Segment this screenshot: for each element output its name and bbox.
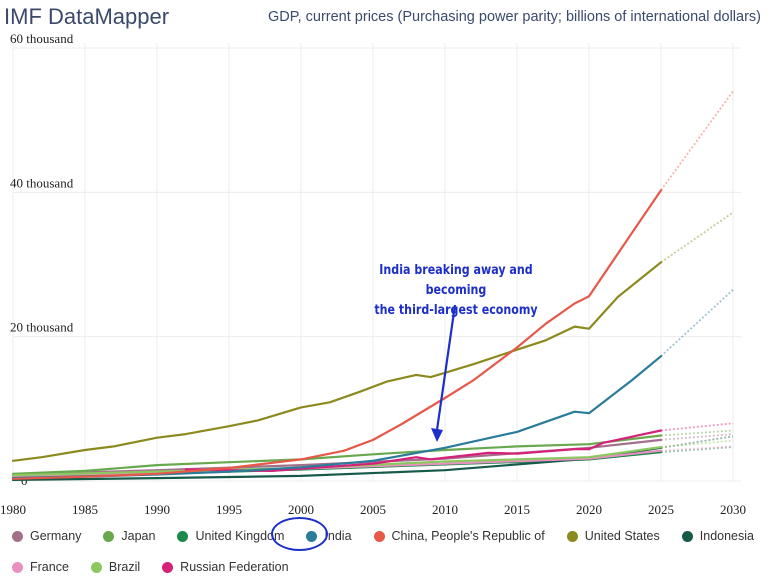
series-projection-japan — [660, 429, 734, 437]
annotation-line-1: India breaking away and becoming — [379, 262, 533, 298]
legend-item-japan[interactable]: Japan — [103, 529, 155, 543]
x-tick-label-2010: 2010 — [432, 502, 458, 517]
x-tick-label-1980: 1980 — [0, 502, 26, 517]
legend-item-indonesia[interactable]: Indonesia — [681, 529, 754, 543]
grid-lines — [12, 43, 741, 482]
legend-row-2: France Brazil Russian Federation — [12, 557, 311, 577]
legend-swatch — [681, 530, 693, 542]
series-line-united-states — [11, 261, 663, 462]
x-tick-label-2005: 2005 — [360, 502, 386, 517]
legend-label: Indonesia — [699, 529, 754, 543]
legend-label: France — [30, 560, 69, 574]
annotation-text: India breaking away and becoming the thi… — [358, 260, 555, 320]
legend-item-france[interactable]: France — [12, 560, 69, 574]
series-line-japan — [11, 434, 663, 475]
legend-label: Germany — [30, 529, 82, 543]
x-tick-label-1985: 1985 — [72, 502, 98, 517]
series-projection-united-kingdom — [660, 446, 734, 453]
legend-swatch — [12, 561, 23, 573]
legend-label: Brazil — [108, 560, 141, 574]
legend-label: India — [324, 529, 352, 543]
x-tick-label-2020: 2020 — [576, 502, 602, 517]
india-highlight-circle — [271, 517, 328, 551]
series-lines — [11, 90, 734, 481]
series-line-russian-federation — [184, 429, 663, 472]
series-projection-india — [660, 289, 734, 357]
x-axis-labels: 1980 1985 1990 1995 2000 2005 2010 2015 2020 2025… — [0, 502, 746, 517]
legend-label: Japan — [121, 529, 156, 543]
legend-label: United Kingdom — [195, 529, 285, 543]
x-tick-label-2030: 2030 — [720, 502, 746, 517]
legend-item-germany[interactable]: Germany — [12, 529, 81, 543]
legend-label: Russian Federation — [180, 560, 289, 574]
legend-swatch — [566, 530, 578, 542]
legend-row-1: Germany Japan United Kingdom India China, Pe… — [12, 526, 769, 546]
legend-item-china-people-s-republic-of[interactable]: China, People's Republic of — [373, 529, 545, 543]
x-tick-label-1995: 1995 — [216, 502, 242, 517]
series-projection-united-states — [660, 211, 734, 264]
legend-swatch — [103, 530, 115, 542]
legend-swatch — [177, 530, 189, 542]
legend-label: China, People's Republic of — [391, 529, 545, 543]
series-line-china-people-s-republic-of — [11, 189, 663, 480]
legend-item-united-states[interactable]: United States — [566, 529, 660, 543]
y-tick-label: 60 thousand — [10, 31, 74, 46]
x-tick-label-2015: 2015 — [504, 502, 530, 517]
legend-item-brazil[interactable]: Brazil — [90, 560, 141, 574]
legend-swatch — [162, 561, 174, 573]
y-tick-label: 20 thousand — [10, 320, 74, 335]
annotation-arrow — [431, 304, 457, 442]
legend-item-russian-federation[interactable]: Russian Federation — [162, 560, 289, 574]
legend-item-united-kingdom[interactable]: United Kingdom — [177, 529, 284, 543]
series-projection-russian-federation — [660, 422, 734, 432]
x-tick-label-1990: 1990 — [144, 502, 170, 517]
annotation-line-2: the third-largest economy — [374, 302, 538, 318]
y-tick-label: 40 thousand — [10, 175, 74, 190]
series-projection-germany — [660, 433, 734, 441]
legend-swatch — [12, 530, 23, 542]
series-projection-indonesia — [660, 435, 734, 449]
series-projection-china-people-s-republic-of — [660, 90, 734, 191]
legend-swatch — [90, 561, 102, 573]
chart-title: GDP, current prices (Purchasing power pa… — [268, 9, 761, 25]
x-tick-label-2000: 2000 — [288, 502, 314, 517]
legend-label: United States — [584, 529, 660, 543]
brand-logo-text: IMF DataMapper — [4, 4, 170, 29]
x-tick-label-2025: 2025 — [648, 502, 674, 517]
legend-swatch — [373, 530, 385, 542]
series-projection-france — [660, 445, 734, 452]
series-projection-brazil — [660, 439, 734, 448]
